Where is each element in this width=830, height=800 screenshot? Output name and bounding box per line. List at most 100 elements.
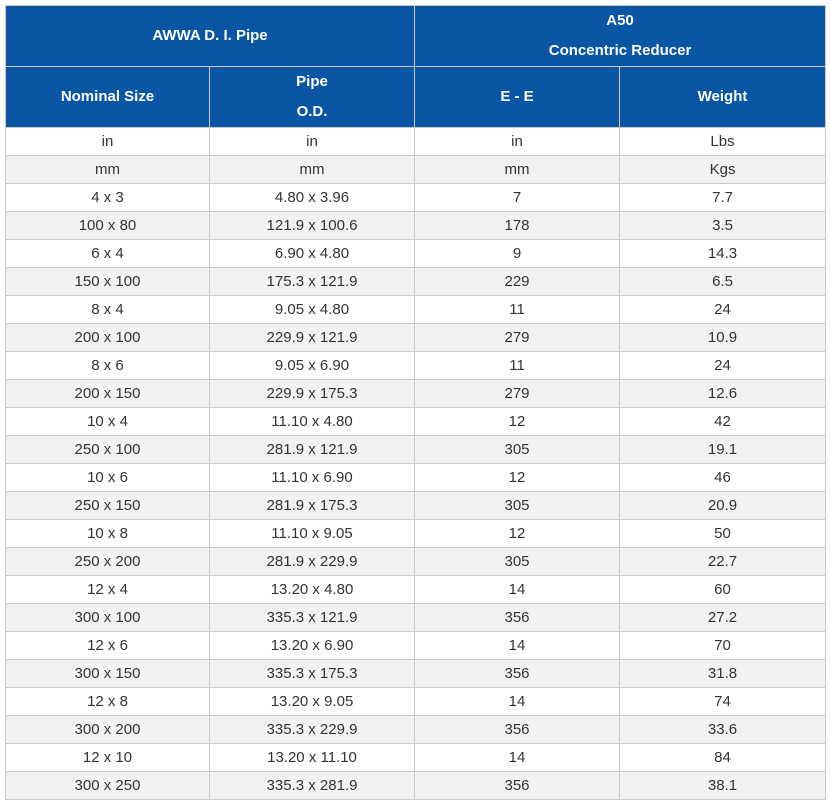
cell-nominal-size: 12 x 10 [5,743,210,772]
cell-nominal-size: 300 x 100 [5,603,210,632]
cell-weight: 24 [619,351,827,380]
cell-end-to-end: 356 [414,659,621,688]
cell-pipe-od: 13.20 x 9.05 [208,687,416,716]
cell-end-to-end: 14 [414,575,621,604]
pipe-group-label: AWWA D. I. Pipe [152,27,268,44]
cell-weight: 60 [619,575,827,604]
table-row: 12 x 8 13.20 x 9.05 14 74 [5,687,827,716]
cell-weight: 38.1 [619,771,827,800]
cell-nominal-size: 100 x 80 [5,211,210,240]
cell-nominal-size: 12 x 4 [5,575,210,604]
cell-end-to-end: 11 [414,351,621,380]
table-row: 100 x 80 121.9 x 100.6 178 3.5 [5,211,827,240]
table-row: mm mm mm Kgs [5,155,827,184]
cell-pipe-od: 13.20 x 11.10 [208,743,416,772]
table-row: 250 x 100 281.9 x 121.9 305 19.1 [5,435,827,464]
cell-end-to-end: 14 [414,687,621,716]
cell-pipe-od: 11.10 x 9.05 [208,519,416,548]
cell-end-to-end: 12 [414,463,621,492]
cell-weight: 33.6 [619,715,827,744]
cell-pipe-od: 281.9 x 229.9 [208,547,416,576]
cell-end-to-end: 11 [414,295,621,324]
cell-nominal-size: 12 x 8 [5,687,210,716]
cell-weight: 14.3 [619,239,827,268]
cell-pipe-od: 11.10 x 4.80 [208,407,416,436]
fitting-code: A50 [606,12,634,29]
cell-weight: 19.1 [619,435,827,464]
cell-nominal-size: 200 x 100 [5,323,210,352]
cell-end-to-end: 12 [414,407,621,436]
col-header-weight: Weight [619,66,827,128]
cell-pipe-od: in [208,127,416,156]
cell-nominal-size: 250 x 200 [5,547,210,576]
table-row: 300 x 250 335.3 x 281.9 356 38.1 [5,771,827,800]
table-row: 200 x 100 229.9 x 121.9 279 10.9 [5,323,827,352]
cell-end-to-end: 279 [414,323,621,352]
table-row: 6 x 4 6.90 x 4.80 9 14.3 [5,239,827,268]
cell-pipe-od: 4.80 x 3.96 [208,183,416,212]
cell-end-to-end: 279 [414,379,621,408]
cell-pipe-od: 9.05 x 4.80 [208,295,416,324]
cell-nominal-size: 10 x 6 [5,463,210,492]
cell-weight: 10.9 [619,323,827,352]
table-row: 300 x 150 335.3 x 175.3 356 31.8 [5,659,827,688]
cell-nominal-size: in [5,127,210,156]
cell-nominal-size: 250 x 150 [5,491,210,520]
cell-end-to-end: mm [414,155,621,184]
cell-pipe-od: 281.9 x 121.9 [208,435,416,464]
pipe-group-header: AWWA D. I. Pipe [4,5,416,67]
cell-nominal-size: 300 x 250 [5,771,210,800]
cell-weight: 74 [619,687,827,716]
cell-end-to-end: 305 [414,491,621,520]
cell-end-to-end: 14 [414,743,621,772]
col-header-end-to-end: E - E [414,66,621,128]
cell-weight: Kgs [619,155,827,184]
cell-pipe-od: 229.9 x 121.9 [208,323,416,352]
cell-pipe-od: 229.9 x 175.3 [208,379,416,408]
table-row: 12 x 6 13.20 x 6.90 14 70 [5,631,827,660]
table-row: in in in Lbs [5,127,827,156]
cell-pipe-od: 13.20 x 4.80 [208,575,416,604]
cell-weight: 46 [619,463,827,492]
fitting-header: A50 Concentric Reducer [414,5,827,67]
cell-weight: 22.7 [619,547,827,576]
table-row: 250 x 150 281.9 x 175.3 305 20.9 [5,491,827,520]
cell-nominal-size: 8 x 4 [5,295,210,324]
cell-weight: 24 [619,295,827,324]
table-row: 12 x 4 13.20 x 4.80 14 60 [5,575,827,604]
cell-weight: 6.5 [619,267,827,296]
table-row: 300 x 100 335.3 x 121.9 356 27.2 [5,603,827,632]
cell-end-to-end: 356 [414,715,621,744]
cell-end-to-end: 229 [414,267,621,296]
table-header: AWWA D. I. Pipe A50 Concentric Reducer N… [4,5,827,128]
cell-nominal-size: 4 x 3 [5,183,210,212]
cell-pipe-od: 6.90 x 4.80 [208,239,416,268]
cell-nominal-size: 10 x 8 [5,519,210,548]
col-header-nominal-size: Nominal Size [5,66,210,128]
cell-pipe-od: 175.3 x 121.9 [208,267,416,296]
cell-weight: 50 [619,519,827,548]
cell-nominal-size: 6 x 4 [5,239,210,268]
cell-weight: Lbs [619,127,827,156]
table-row: 250 x 200 281.9 x 229.9 305 22.7 [5,547,827,576]
cell-end-to-end: 178 [414,211,621,240]
cell-end-to-end: 7 [414,183,621,212]
table-row: 10 x 6 11.10 x 6.90 12 46 [5,463,827,492]
cell-pipe-od: 335.3 x 281.9 [208,771,416,800]
cell-end-to-end: 305 [414,547,621,576]
fitting-name: Concentric Reducer [548,42,692,59]
cell-end-to-end: 356 [414,603,621,632]
cell-nominal-size: 12 x 6 [5,631,210,660]
cell-nominal-size: 150 x 100 [5,267,210,296]
cell-pipe-od: 335.3 x 121.9 [208,603,416,632]
table-row: 150 x 100 175.3 x 121.9 229 6.5 [5,267,827,296]
cell-pipe-od: 335.3 x 175.3 [208,659,416,688]
cell-weight: 3.5 [619,211,827,240]
cell-weight: 7.7 [619,183,827,212]
cell-weight: 70 [619,631,827,660]
cell-pipe-od: 121.9 x 100.6 [208,211,416,240]
table-body: in in in Lbs mm mm mm Kgs 4 x 3 4.80 x 3.96 7 7.7 10… [5,127,827,800]
table-row: 200 x 150 229.9 x 175.3 279 12.6 [5,379,827,408]
cell-nominal-size: 200 x 150 [5,379,210,408]
col-header-pipe-od: Pipe O.D. [208,66,416,128]
